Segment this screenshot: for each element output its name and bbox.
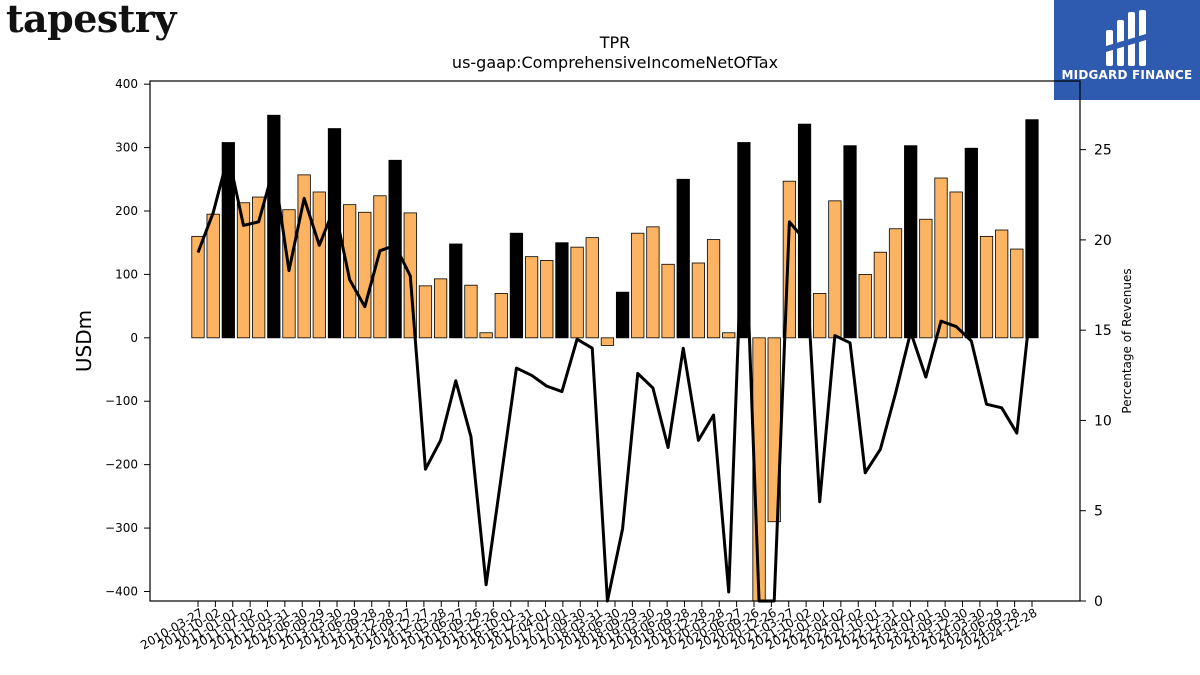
bar [282, 209, 296, 339]
bar [418, 285, 433, 339]
chart-subtitle: us-gaap:ComprehensiveIncomeNetOfTax [452, 53, 778, 72]
bar [449, 243, 463, 339]
left-axis: −400 −300 −200 −100 0 100 200 300 400 [105, 77, 150, 598]
bar [904, 145, 918, 339]
bar [206, 213, 220, 339]
y-tick-label: −400 [105, 584, 138, 598]
y2-tick-label: 20 [1094, 233, 1112, 249]
bar [540, 260, 554, 339]
bar [191, 235, 205, 339]
bar [494, 293, 508, 339]
bar [509, 232, 524, 339]
y-tick-label: 300 [115, 141, 138, 155]
bar [919, 218, 933, 339]
bar [722, 332, 736, 339]
bar [479, 332, 493, 339]
bar [555, 242, 569, 339]
bar [236, 202, 251, 339]
y-tick-label: 400 [115, 77, 138, 91]
midgard-emblem-icon [1106, 10, 1146, 66]
bar [570, 246, 584, 339]
bar [661, 263, 675, 339]
y-tick-label: 200 [115, 204, 138, 218]
line-group [196, 153, 1034, 603]
bar [388, 159, 402, 339]
logo-text: MIDGARD FINANCE [1061, 68, 1193, 82]
bar [828, 200, 842, 339]
bar [524, 256, 539, 339]
y2-tick-label: 10 [1094, 413, 1112, 429]
chart-title: TPR [599, 33, 631, 52]
y2-axis-label: Percentage of Revenues [1120, 268, 1134, 413]
bar [646, 226, 660, 339]
y-tick-label: −100 [105, 394, 138, 408]
bar [433, 278, 448, 339]
bar [676, 178, 690, 339]
bar [221, 142, 235, 339]
x-axis: 2010-03-272010-10-022011-01-012011-07-02… [138, 601, 1040, 652]
bar [312, 191, 326, 339]
bar [813, 293, 827, 339]
pct-of-revenues-line [196, 153, 1034, 603]
bar [949, 191, 963, 339]
y2-tick-label: 15 [1094, 323, 1112, 339]
bar [964, 147, 978, 339]
y2-tick-label: 0 [1094, 594, 1103, 610]
plot-frame [149, 80, 1081, 602]
bar [995, 229, 1009, 339]
bar [979, 235, 994, 339]
bar [1025, 119, 1039, 339]
bar [464, 284, 478, 339]
y-tick-label: −300 [105, 521, 138, 535]
y2-tick-label: 5 [1094, 504, 1103, 520]
bar [843, 145, 857, 339]
y-tick-label: 0 [130, 331, 138, 345]
y2-tick-label: 25 [1094, 143, 1112, 159]
bar [358, 211, 372, 339]
bar [343, 204, 357, 339]
bar [888, 228, 903, 339]
y-axis-label: USDm [72, 310, 96, 372]
right-axis: 0 5 10 15 20 25 [1080, 143, 1112, 610]
bar [267, 114, 281, 339]
bar [873, 251, 887, 339]
bar [858, 274, 872, 339]
bar [631, 232, 645, 339]
bar [615, 291, 630, 339]
bar [706, 239, 721, 339]
bar [1010, 248, 1024, 339]
midgard-finance-logo: MIDGARD FINANCE [1054, 0, 1200, 100]
bar [585, 237, 599, 339]
y-tick-label: −200 [105, 458, 138, 472]
brand-logo: tapestry [6, 0, 176, 41]
bar [252, 196, 266, 339]
bar-group [191, 114, 1039, 602]
y-tick-label: 100 [115, 267, 138, 281]
bar [373, 195, 387, 339]
bar [691, 262, 706, 339]
bar [934, 177, 948, 339]
bar [600, 337, 615, 346]
